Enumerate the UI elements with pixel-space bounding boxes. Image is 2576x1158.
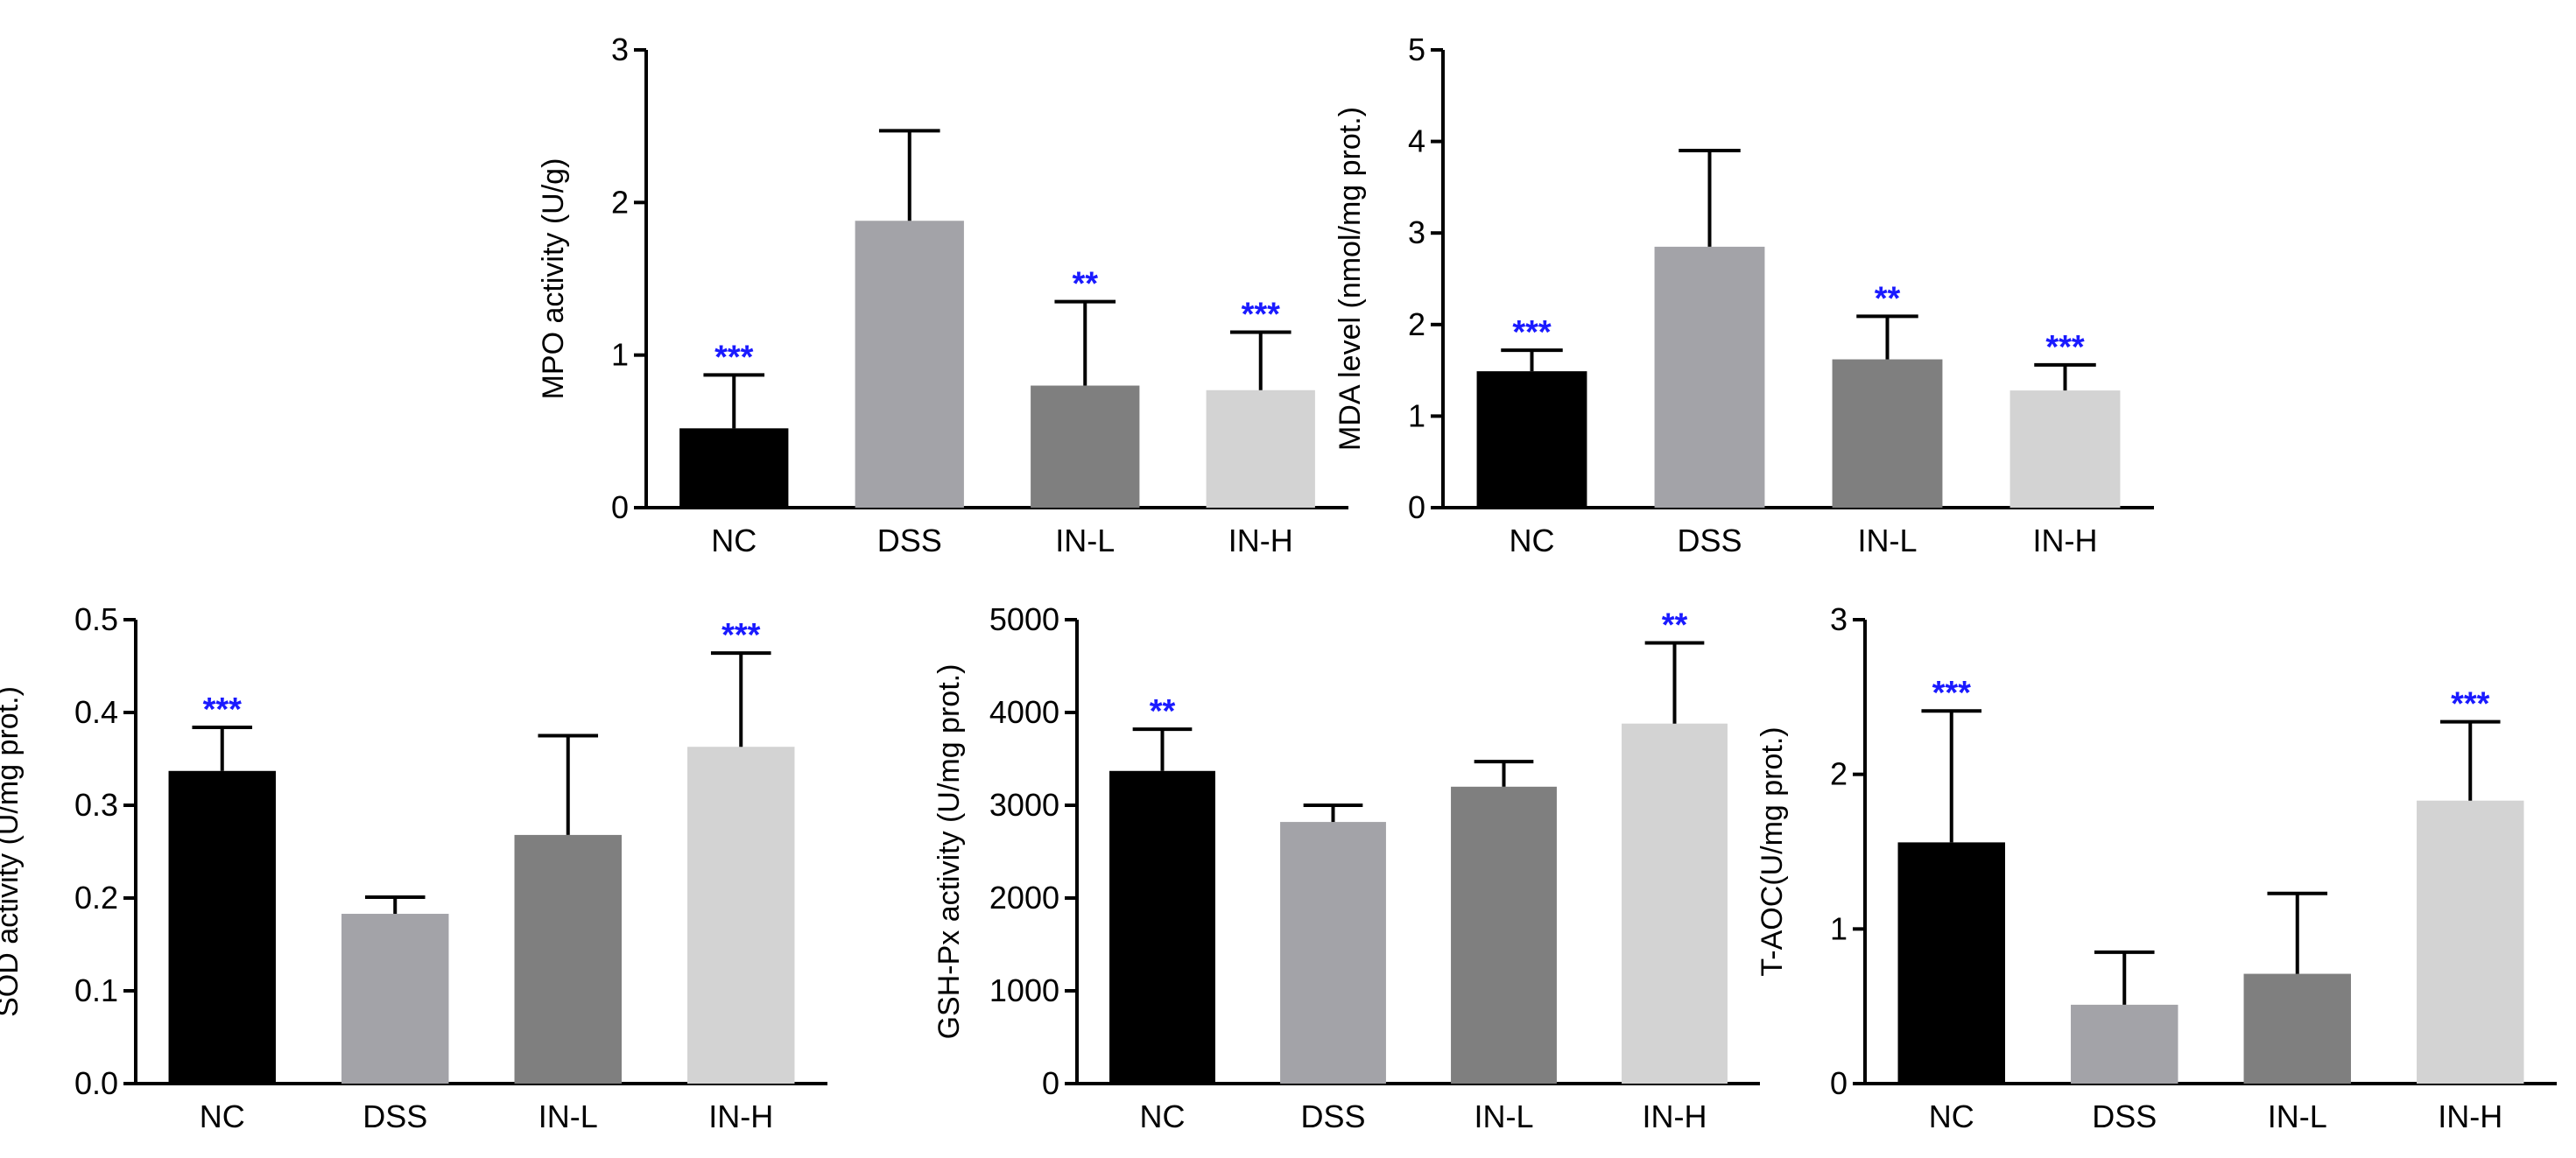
significance-in-l: ** [1072, 266, 1098, 303]
bar-nc [1109, 770, 1215, 1084]
y-tick-label: 2000 [989, 880, 1059, 916]
bar-nc [1897, 842, 2005, 1084]
bar-dss [341, 914, 449, 1084]
bar-in-l [1832, 359, 1943, 508]
significance-in-l: ** [1875, 280, 1901, 317]
y-axis-title: SOD activity (U/mg prot.) [0, 686, 25, 1017]
y-tick-label: 1 [1408, 397, 1425, 433]
bar-dss [1654, 246, 1765, 508]
y-tick-label: 1 [611, 337, 629, 373]
y-tick-label: 0 [1830, 1065, 1848, 1101]
y-axis-title: MPO activity (U/g) [537, 158, 570, 400]
bar-dss [855, 221, 964, 508]
x-tick-label-nc: NC [200, 1098, 245, 1134]
y-tick-label: 0 [1408, 489, 1425, 525]
significance-nc: *** [714, 339, 754, 375]
y-tick-label: 0.1 [74, 972, 118, 1008]
x-tick-label-in-h: IN-H [2438, 1098, 2502, 1134]
y-tick-label: 3 [611, 32, 629, 67]
x-tick-label-dss: DSS [2092, 1098, 2157, 1134]
x-tick-label-in-l: IN-L [538, 1098, 598, 1134]
significance-nc: *** [203, 691, 243, 728]
bar-in-l [1031, 385, 1140, 508]
bar-in-l [2243, 973, 2351, 1084]
y-tick-label: 4000 [989, 694, 1059, 730]
chart-panel-4: 0 1000 2000 3000 4000 5000 GSH-Px activity (U/… [933, 601, 1760, 1134]
x-tick-label-dss: DSS [362, 1098, 427, 1134]
x-tick-label-in-h: IN-H [1228, 523, 1293, 558]
y-tick-label: 4 [1408, 123, 1425, 159]
x-tick-label-nc: NC [1140, 1098, 1186, 1134]
bar-dss [2071, 1004, 2178, 1084]
y-axis-title: MDA level (nmol/mg prot.) [1334, 107, 1367, 451]
significance-in-h: *** [721, 617, 761, 654]
y-tick-label: 0.2 [74, 880, 118, 916]
significance-in-h: *** [1242, 297, 1281, 333]
y-tick-label: 0.5 [74, 601, 118, 637]
y-tick-label: 3 [1830, 601, 1848, 637]
y-tick-label: 5000 [989, 601, 1059, 637]
x-tick-label-in-l: IN-L [2268, 1098, 2327, 1134]
bar-dss [1280, 822, 1386, 1084]
x-tick-label-nc: NC [711, 523, 757, 558]
x-tick-label-in-h: IN-H [708, 1098, 773, 1134]
chart-panel-5: 0 1 2 3 T-AOC(U/mg prot.) NC *** DSS IN-L IN-H *** [1756, 601, 2557, 1134]
bar-nc [168, 770, 276, 1084]
y-tick-label: 1000 [989, 972, 1059, 1008]
x-tick-label-nc: NC [1929, 1098, 1974, 1134]
bar-in-h [1206, 390, 1315, 508]
x-tick-label-dss: DSS [1677, 523, 1742, 558]
bar-in-h [2009, 390, 2121, 508]
bar-in-h [687, 747, 795, 1084]
y-tick-label: 3 [1408, 214, 1425, 250]
bar-in-l [514, 834, 622, 1084]
x-tick-label-in-l: IN-L [1055, 523, 1115, 558]
y-axis-title: GSH-Px activity (U/mg prot.) [933, 664, 966, 1040]
y-tick-label: 0 [611, 489, 629, 525]
bar-in-h [2417, 800, 2524, 1084]
significance-in-h: *** [2045, 329, 2085, 366]
bar-in-l [1451, 786, 1557, 1084]
bar-nc [1476, 371, 1587, 508]
significance-nc: *** [1512, 314, 1552, 351]
x-tick-label-in-l: IN-L [1857, 523, 1917, 558]
significance-in-h: *** [2451, 686, 2490, 723]
x-tick-label-nc: NC [1510, 523, 1555, 558]
y-tick-label: 0.4 [74, 694, 118, 730]
x-tick-label-in-l: IN-L [1474, 1098, 1533, 1134]
y-tick-label: 0.3 [74, 787, 118, 823]
significance-nc: ** [1150, 693, 1176, 730]
y-tick-label: 0.0 [74, 1065, 118, 1101]
y-tick-label: 0 [1042, 1065, 1059, 1101]
chart-panel-2: 0 1 2 3 4 5 MDA level (nmol/mg prot.) NC *** DSS I… [1334, 32, 2154, 558]
y-tick-label: 5 [1408, 32, 1425, 67]
significance-nc: *** [1932, 675, 1972, 712]
y-tick-label: 2 [1408, 306, 1425, 342]
y-tick-label: 2 [1830, 756, 1848, 792]
x-tick-label-dss: DSS [1300, 1098, 1365, 1134]
x-tick-label-in-h: IN-H [2033, 523, 2098, 558]
x-tick-label-in-h: IN-H [1643, 1098, 1707, 1134]
y-tick-label: 1 [1830, 910, 1848, 946]
chart-panel-1: 0 1 2 3 MPO activity (U/g) NC *** DSS IN-L ** IN-H… [537, 32, 1348, 558]
bar-nc [679, 428, 789, 508]
y-tick-label: 2 [611, 184, 629, 220]
y-tick-label: 3000 [989, 787, 1059, 823]
y-axis-title: T-AOC(U/mg prot.) [1756, 726, 1789, 976]
significance-in-h: ** [1662, 607, 1688, 644]
bar-in-h [1622, 723, 1728, 1084]
x-tick-label-dss: DSS [877, 523, 942, 558]
chart-panel-3: 0.0 0.1 0.2 0.3 0.4 0.5 SOD activity (U/mg pro… [0, 601, 827, 1134]
